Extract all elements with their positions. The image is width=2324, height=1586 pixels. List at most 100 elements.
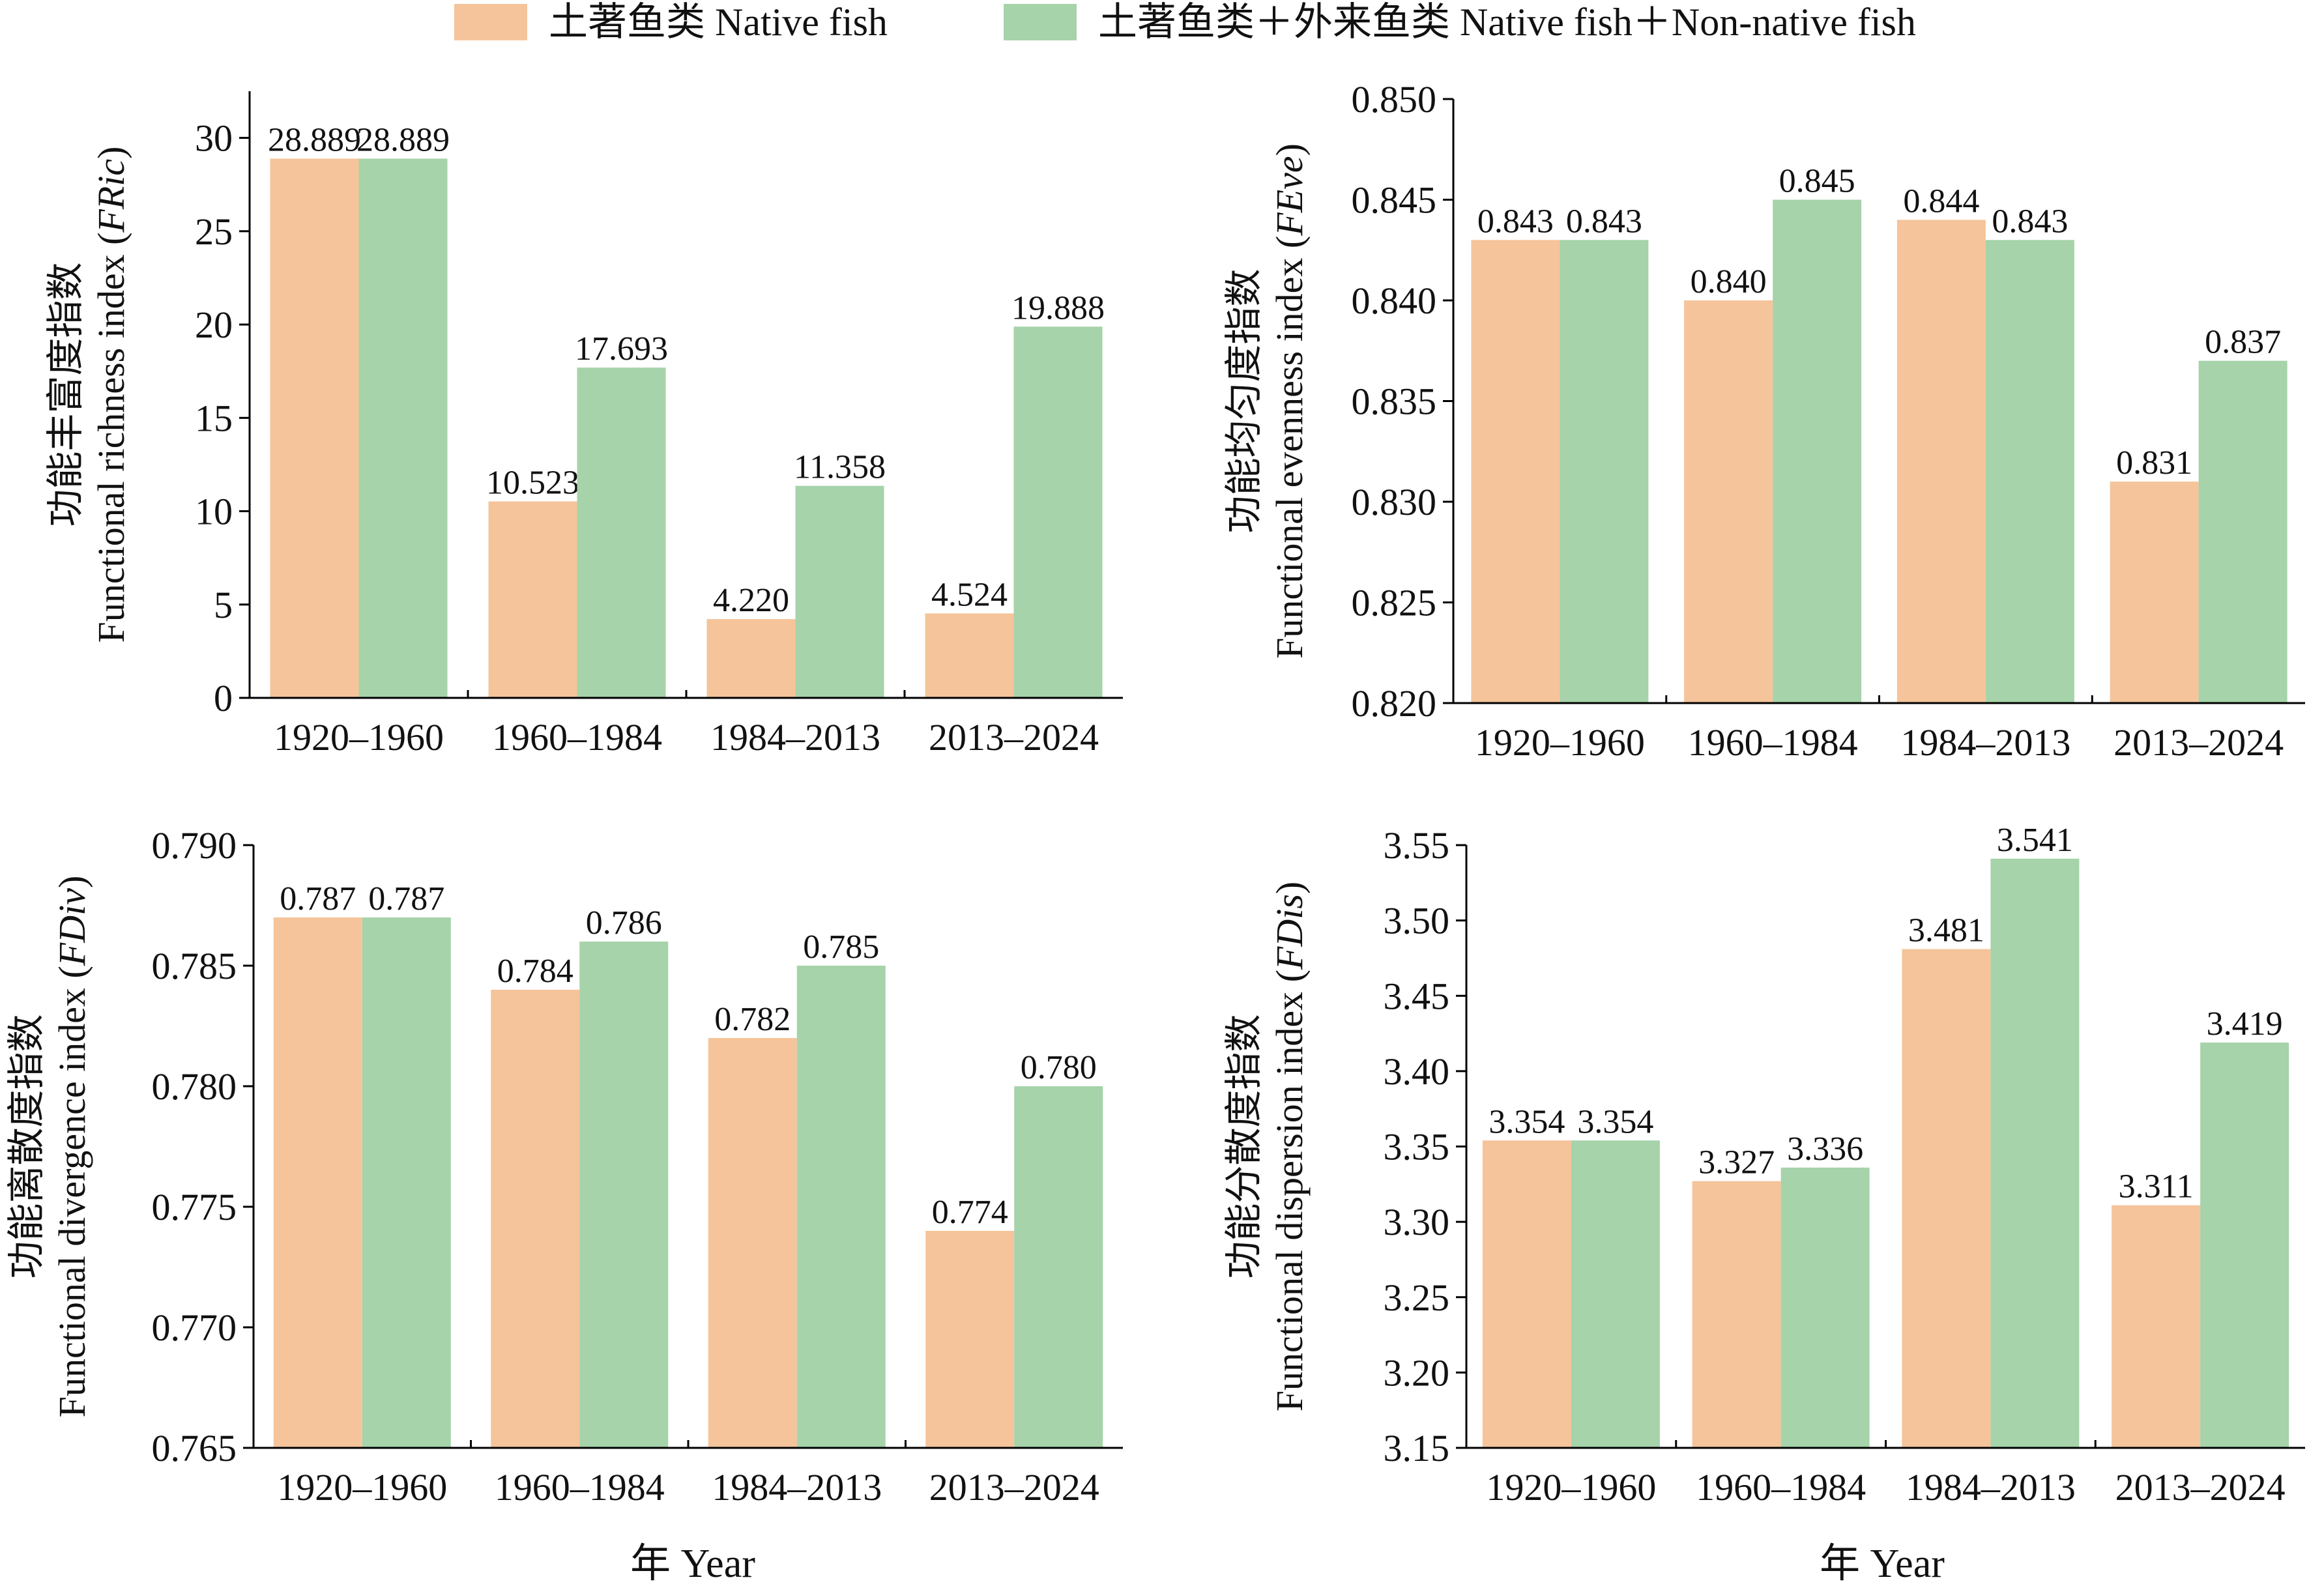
y-tick-label: 0.785 <box>152 945 237 987</box>
bar-native-nonnative-1 <box>1571 1140 1660 1448</box>
y-tick-label: 10 <box>195 491 233 533</box>
bar-native-4 <box>925 613 1014 698</box>
y-tick-label: 3.20 <box>1384 1351 1450 1394</box>
bar-native-nonnative-4 <box>1014 1086 1103 1448</box>
data-label-native-nonnative-1: 3.354 <box>1577 1103 1653 1140</box>
data-label-native-1: 0.843 <box>1477 203 1554 240</box>
data-label-native-2: 0.840 <box>1691 263 1767 300</box>
y-axis-title-cn: 功能丰富度指数 <box>44 262 87 526</box>
bar-native-1 <box>273 917 362 1448</box>
legend: 土著鱼类 Native fish 土著鱼类＋外来鱼类 Native fish＋N… <box>454 1 1916 44</box>
y-axis-title-close: ) <box>51 876 93 888</box>
y-tick-label: 3.25 <box>1384 1276 1450 1319</box>
bar-native-nonnative-3 <box>796 966 886 1448</box>
x-tick-label: 2013–2024 <box>929 1466 1099 1508</box>
bar-native-4 <box>2110 482 2199 703</box>
y-tick-label: 3.45 <box>1384 975 1450 1017</box>
data-label-native-1: 3.354 <box>1489 1103 1565 1140</box>
data-label-native-nonnative-2: 3.336 <box>1787 1131 1863 1168</box>
data-label-native-nonnative-2: 0.786 <box>586 904 662 942</box>
panel-fdiv: 0.787 0.784 0.782 0.774 0.787 0.786 0.785 0.780… <box>5 824 1123 1508</box>
data-label-native-2: 0.784 <box>497 953 574 990</box>
y-axis-title-cn: 功能离散度指数 <box>5 1014 48 1278</box>
bar-native-nonnative-3 <box>1990 858 2080 1448</box>
data-label-native-nonnative-1: 0.787 <box>368 880 444 917</box>
data-label-native-nonnative-1: 0.843 <box>1566 203 1642 240</box>
x-tick-label: 2013–2024 <box>2115 1466 2286 1508</box>
bar-native-2 <box>488 501 577 698</box>
data-label-native-1: 0.787 <box>280 880 356 917</box>
data-label-native-nonnative-4: 0.780 <box>1021 1049 1097 1086</box>
bar-native-2 <box>1684 300 1773 703</box>
y-tick-label: 3.55 <box>1384 824 1450 867</box>
y-axis-title-cn: 功能分散度指数 <box>1223 1014 1265 1278</box>
y-tick-label: 0.830 <box>1352 481 1437 523</box>
y-axis-title-abbr: FEve <box>1268 156 1311 236</box>
bar-native-1 <box>1482 1140 1571 1448</box>
y-axis-title-en: Functional richness index (FRic) <box>90 147 132 643</box>
data-label-native-3: 0.844 <box>1903 182 1979 220</box>
x-axis-title-right: 年 Year <box>1820 1542 1945 1583</box>
y-tick-label: 0.820 <box>1352 682 1437 725</box>
data-label-native-nonnative-4: 3.419 <box>2207 1005 2283 1043</box>
data-label-native-4: 4.524 <box>931 576 1008 613</box>
x-axis-title-left: 年 Year <box>630 1542 755 1583</box>
y-tick-label: 20 <box>195 304 233 346</box>
y-tick-label: 0.825 <box>1352 582 1437 624</box>
y-axis-title-en-main: Functional evenness index ( <box>1268 236 1311 659</box>
y-tick-label: 3.30 <box>1384 1201 1450 1243</box>
bar-native-4 <box>2112 1205 2201 1448</box>
x-tick-label: 1960–1984 <box>1688 721 1858 764</box>
y-tick-label: 0.780 <box>152 1065 237 1108</box>
x-tick-label: 1920–1960 <box>274 716 444 758</box>
y-axis-title-close: ) <box>1268 143 1311 156</box>
bar-native-nonnative-4 <box>2198 360 2288 703</box>
bar-native-4 <box>925 1231 1015 1448</box>
data-label-native-nonnative-4: 19.888 <box>1011 289 1105 326</box>
bar-native-1 <box>1471 240 1560 703</box>
bar-native-nonnative-1 <box>1560 240 1649 703</box>
bar-native-nonnative-2 <box>579 942 669 1448</box>
y-axis-title-en: Functional evenness index (FEve) <box>1268 143 1311 659</box>
x-tick-label: 1984–2013 <box>712 1466 882 1508</box>
y-tick-label: 0.850 <box>1352 78 1437 121</box>
y-tick-label: 3.35 <box>1384 1126 1450 1168</box>
bar-native-nonnative-2 <box>1780 1167 1870 1448</box>
y-tick-label: 15 <box>195 397 233 439</box>
data-label-native-nonnative-4: 0.837 <box>2205 324 2281 361</box>
data-label-native-3: 4.220 <box>713 582 789 619</box>
y-axis-title-en-main: Functional richness index ( <box>90 233 132 643</box>
y-axis-title-abbr: FDiv <box>51 888 93 966</box>
bar-native-nonnative-4 <box>1013 326 1103 698</box>
data-label-native-1: 28.889 <box>268 121 361 158</box>
x-tick-label: 1960–1984 <box>495 1466 665 1508</box>
y-axis-title-en: Functional divergence index (FDiv) <box>51 876 93 1418</box>
bar-native-nonnative-2 <box>1773 199 1862 703</box>
y-tick-label: 3.50 <box>1384 900 1450 942</box>
data-label-native-4: 3.311 <box>2119 1168 2194 1205</box>
bar-native-nonnative-1 <box>358 158 448 698</box>
data-label-native-3: 0.782 <box>714 1001 791 1038</box>
bar-native-3 <box>1896 220 1986 703</box>
x-tick-label: 1984–2013 <box>1906 1466 2076 1508</box>
y-tick-label: 0.835 <box>1352 381 1437 423</box>
y-tick-label: 3.40 <box>1384 1050 1450 1093</box>
panel-fdis: 3.354 3.327 3.481 3.311 3.354 3.336 3.541 3.419… <box>1223 822 2305 1508</box>
data-label-native-2: 10.523 <box>486 465 579 502</box>
y-tick-label: 3.15 <box>1384 1427 1450 1469</box>
bar-native-2 <box>1692 1181 1781 1448</box>
x-tick-label: 1920–1960 <box>277 1466 447 1508</box>
data-label-native-nonnative-1: 28.889 <box>356 121 450 158</box>
data-label-native-4: 0.831 <box>2116 444 2192 482</box>
data-label-native-nonnative-2: 0.845 <box>1779 163 1855 200</box>
data-label-native-nonnative-3: 0.843 <box>1992 203 2068 240</box>
bar-native-nonnative-4 <box>2200 1042 2289 1448</box>
x-tick-label: 1960–1984 <box>492 716 662 758</box>
y-tick-label: 0.845 <box>1352 179 1437 222</box>
y-tick-label: 0 <box>214 677 233 719</box>
y-tick-label: 30 <box>195 117 233 160</box>
y-tick-label: 0.790 <box>152 824 237 867</box>
legend-label-native-nonnative: 土著鱼类＋外来鱼类 Native fish＋Non-native fish <box>1098 1 1916 44</box>
